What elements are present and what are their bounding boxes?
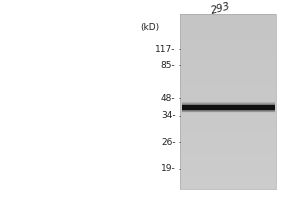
Bar	[180, 27, 276, 29]
Bar	[180, 49, 276, 51]
Text: 117-: 117-	[155, 45, 175, 54]
Bar	[180, 160, 276, 162]
Bar	[180, 175, 276, 178]
Text: 85-: 85-	[161, 61, 176, 70]
Bar	[180, 138, 276, 141]
Text: 19-: 19-	[161, 164, 176, 173]
Bar	[180, 68, 276, 71]
Text: 26-: 26-	[161, 138, 176, 147]
Bar	[180, 31, 276, 34]
Bar	[180, 114, 276, 117]
Bar	[180, 97, 276, 99]
Bar	[180, 51, 276, 53]
Bar	[182, 110, 274, 112]
Bar	[180, 35, 276, 38]
Bar	[182, 112, 274, 113]
Bar	[180, 123, 276, 125]
Bar	[182, 102, 274, 103]
Bar	[180, 25, 276, 27]
Bar	[180, 107, 276, 110]
Bar	[180, 121, 276, 123]
Bar	[180, 86, 276, 88]
Bar	[180, 94, 276, 97]
Bar	[180, 57, 276, 60]
Bar	[180, 20, 276, 23]
Bar	[180, 103, 276, 106]
Bar	[182, 104, 274, 105]
Bar	[180, 105, 276, 108]
Bar	[182, 109, 274, 111]
Bar	[180, 134, 276, 136]
Bar	[180, 101, 276, 103]
Bar	[180, 112, 276, 114]
Bar	[180, 131, 276, 134]
Text: 34-: 34-	[161, 111, 176, 120]
Bar	[180, 166, 276, 169]
Bar	[180, 151, 276, 154]
Bar	[180, 83, 276, 86]
Bar	[180, 66, 276, 69]
Bar	[180, 29, 276, 31]
Bar	[180, 64, 276, 66]
Bar	[180, 129, 276, 132]
Text: 293: 293	[210, 1, 231, 16]
Bar	[182, 102, 274, 104]
Bar	[180, 182, 276, 184]
Bar	[180, 162, 276, 165]
Bar	[180, 55, 276, 58]
Bar	[180, 155, 276, 158]
Bar	[180, 171, 276, 173]
Bar	[180, 88, 276, 90]
Bar	[180, 46, 276, 49]
Bar	[180, 164, 276, 167]
Bar	[180, 177, 276, 180]
Bar	[180, 14, 276, 189]
Bar	[180, 77, 276, 79]
Bar	[180, 70, 276, 73]
Bar	[180, 186, 276, 189]
Bar	[180, 53, 276, 55]
Bar	[180, 158, 276, 160]
Bar	[180, 127, 276, 130]
Bar	[180, 145, 276, 147]
Bar	[180, 14, 276, 16]
Bar	[182, 103, 274, 105]
Bar	[180, 125, 276, 127]
Bar	[180, 92, 276, 95]
Bar	[180, 184, 276, 186]
Bar	[180, 118, 276, 121]
Bar	[180, 136, 276, 138]
Bar	[180, 110, 276, 112]
Bar	[180, 142, 276, 145]
Bar	[182, 105, 274, 110]
Bar	[180, 16, 276, 18]
Bar	[180, 99, 276, 101]
Bar	[180, 73, 276, 75]
Bar	[180, 153, 276, 156]
Bar	[180, 140, 276, 143]
Bar	[180, 42, 276, 45]
Bar	[182, 111, 274, 112]
Bar	[180, 149, 276, 152]
Bar	[180, 79, 276, 82]
Bar	[180, 75, 276, 77]
Bar	[180, 62, 276, 64]
Bar	[180, 179, 276, 182]
Bar	[180, 59, 276, 62]
Bar	[180, 173, 276, 176]
Bar	[180, 33, 276, 36]
Bar	[180, 116, 276, 119]
Bar	[180, 169, 276, 171]
Bar	[180, 147, 276, 149]
Bar	[180, 40, 276, 42]
Bar	[180, 81, 276, 84]
Bar	[180, 18, 276, 21]
Bar	[180, 90, 276, 93]
Text: 48-: 48-	[161, 94, 176, 103]
Text: (kD): (kD)	[140, 23, 160, 32]
Bar	[180, 44, 276, 47]
Bar	[180, 38, 276, 40]
Bar	[180, 22, 276, 25]
